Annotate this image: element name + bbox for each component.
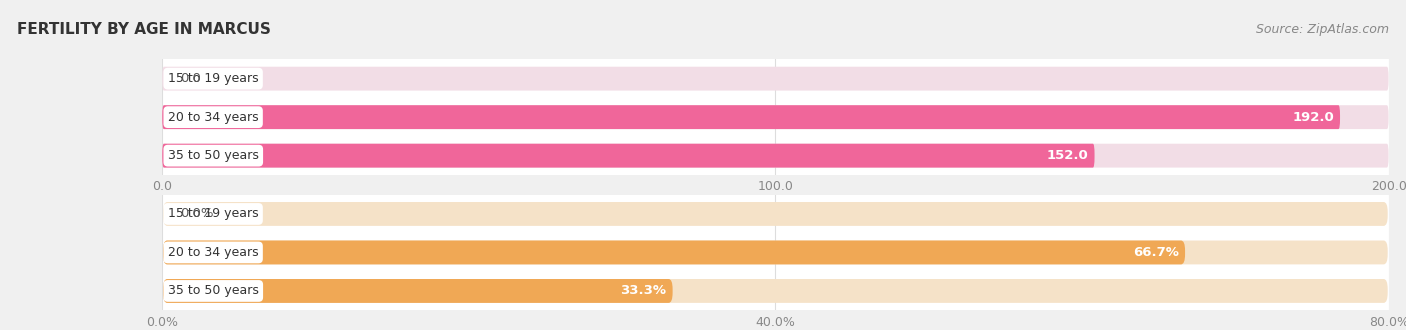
Text: 35 to 50 years: 35 to 50 years: [167, 149, 259, 162]
Text: Source: ZipAtlas.com: Source: ZipAtlas.com: [1256, 23, 1389, 36]
Text: 152.0: 152.0: [1046, 149, 1088, 162]
FancyBboxPatch shape: [162, 105, 1340, 129]
FancyBboxPatch shape: [163, 279, 672, 303]
FancyBboxPatch shape: [162, 144, 1389, 168]
FancyBboxPatch shape: [162, 105, 1389, 129]
Text: 15 to 19 years: 15 to 19 years: [167, 208, 259, 220]
Text: 20 to 34 years: 20 to 34 years: [167, 246, 259, 259]
Text: 35 to 50 years: 35 to 50 years: [167, 284, 259, 297]
Text: 0.0%: 0.0%: [180, 208, 214, 220]
FancyBboxPatch shape: [163, 279, 1388, 303]
Text: 20 to 34 years: 20 to 34 years: [167, 111, 259, 124]
FancyBboxPatch shape: [163, 241, 1388, 264]
Text: 192.0: 192.0: [1292, 111, 1334, 124]
Text: 66.7%: 66.7%: [1133, 246, 1178, 259]
FancyBboxPatch shape: [163, 202, 1388, 226]
FancyBboxPatch shape: [163, 241, 1185, 264]
Text: 0.0: 0.0: [180, 72, 201, 85]
FancyBboxPatch shape: [162, 67, 1389, 91]
Text: FERTILITY BY AGE IN MARCUS: FERTILITY BY AGE IN MARCUS: [17, 22, 271, 37]
FancyBboxPatch shape: [162, 144, 1094, 168]
Text: 33.3%: 33.3%: [620, 284, 666, 297]
Text: 15 to 19 years: 15 to 19 years: [167, 72, 259, 85]
